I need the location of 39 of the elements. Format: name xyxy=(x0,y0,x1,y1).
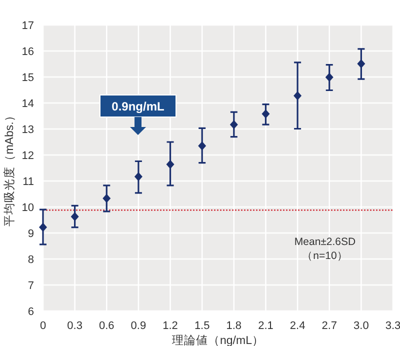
x-tick-label: 2.7 xyxy=(322,320,338,332)
point xyxy=(102,194,111,203)
y-tick-label: 16 xyxy=(22,46,34,58)
point xyxy=(134,172,142,182)
point xyxy=(166,160,174,169)
y-tick-label: 7 xyxy=(28,280,34,292)
y-tick-label: 9 xyxy=(28,228,34,240)
x-tick-label: 1.8 xyxy=(226,320,242,332)
annotation: 0.9ng/mL xyxy=(112,100,164,114)
y-tick-label: 13 xyxy=(22,124,34,136)
point xyxy=(198,141,206,150)
point xyxy=(39,222,47,232)
x-tick-label: 0.6 xyxy=(98,320,114,332)
point xyxy=(294,91,302,100)
y-tick-label: 14 xyxy=(22,98,34,110)
point xyxy=(325,72,334,82)
x-tick-label: 0.3 xyxy=(67,320,82,332)
y-axis-title: 平均吸光度（mAbs.） xyxy=(2,110,16,226)
x-tick-label: 1.2 xyxy=(162,320,178,332)
x-tick-label: 2.4 xyxy=(290,320,306,332)
y-tick-label: 12 xyxy=(22,150,34,162)
y-tick-label: 10 xyxy=(22,202,34,214)
point xyxy=(70,212,79,222)
y-tick-label: 11 xyxy=(22,176,34,188)
point xyxy=(230,120,238,130)
y-tick-label: 15 xyxy=(22,72,34,84)
ref-line-label: Mean±2.6SD （n=10） xyxy=(294,236,356,262)
y-tick-label: 17 xyxy=(22,20,34,32)
x-tick-label: 2.1 xyxy=(258,320,274,332)
y-tick-label: 6 xyxy=(28,306,34,318)
x-tick-label: 3.0 xyxy=(354,320,369,332)
x-tick-label: 0.9 xyxy=(130,320,146,332)
x-tick-label: 0 xyxy=(40,320,46,332)
point xyxy=(357,59,366,68)
annotation-callout: 0.9ng/mL xyxy=(100,94,176,135)
point xyxy=(262,109,270,118)
x-tick-label: 1.5 xyxy=(194,320,210,332)
y-tick-label: 8 xyxy=(28,254,34,266)
x-tick-label: 3.3 xyxy=(385,320,400,332)
